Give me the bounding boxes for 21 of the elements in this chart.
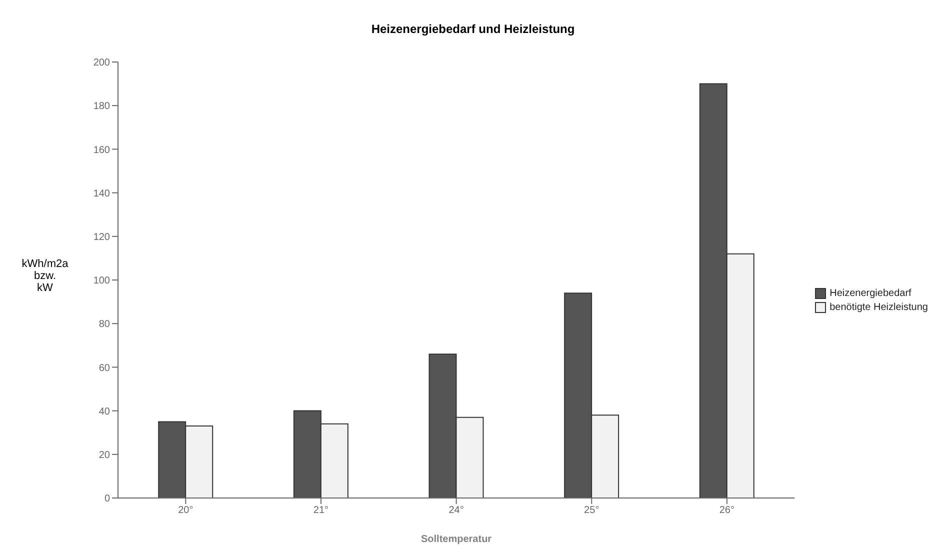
x-axis-title: Solltemperatur	[421, 534, 492, 545]
y-tick-label: 120	[93, 232, 110, 243]
x-tick-label: 20°	[178, 505, 194, 516]
y-tick-label: 180	[93, 101, 110, 112]
y-tick-label: 100	[93, 276, 110, 287]
y-axis-title: kWh/m2a bzw. kW	[20, 258, 70, 294]
x-tick-label: 21°	[313, 505, 329, 516]
x-tick-label: 24°	[448, 505, 464, 516]
x-tick-label: 26°	[719, 505, 734, 516]
y-tick-label: 0	[104, 494, 110, 505]
y-tick-label: 200	[93, 58, 110, 69]
y-tick-label: 60	[98, 362, 110, 374]
y-tick-label: 80	[98, 319, 110, 330]
y-tick-label: 140	[93, 188, 110, 200]
y-tick-label: 160	[93, 144, 110, 156]
y-tick-label: 20	[98, 450, 110, 461]
y-tick-label: 40	[98, 406, 110, 418]
legend-label: Heizenergiebedarf	[830, 288, 912, 299]
x-tick-label: 25°	[584, 505, 600, 516]
chart-title: Heizenergiebedarf und Heizleistung	[370, 21, 576, 38]
legend-label: benötigte Heizleistung	[830, 302, 928, 313]
